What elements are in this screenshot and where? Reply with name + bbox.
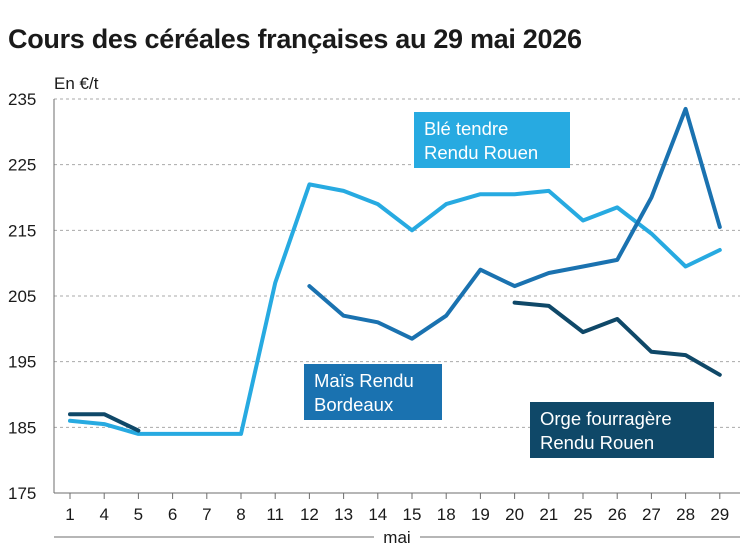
x-tick-label: 27 (642, 505, 661, 524)
x-tick-label: 20 (505, 505, 524, 524)
chart-title: Cours des céréales françaises au 29 mai … (8, 24, 582, 54)
series-line-1 (307, 106, 722, 341)
x-tick-label: 18 (437, 505, 456, 524)
x-tick-label: 12 (300, 505, 319, 524)
series-label-2: Orge fourragère Rendu Rouen (530, 402, 714, 458)
x-tick-label: 11 (266, 505, 284, 524)
series-lines (68, 106, 722, 436)
series-line-2 (68, 300, 722, 433)
x-tick-label: 6 (168, 505, 177, 524)
x-tick-label: 19 (471, 505, 490, 524)
y-tick-label: 175 (8, 484, 36, 503)
series-label-text: Maïs Rendu (314, 370, 414, 391)
x-tick-label: 21 (539, 505, 558, 524)
x-tick-label: 1 (65, 505, 74, 524)
gridlines (54, 98, 740, 428)
x-axis-ticks: 1 4 5 6 7 8 11 12 13 14 15 18 19 20 21 25 26 27 28 29 (65, 493, 729, 524)
series-labels: Blé tendre Rendu Rouen Maïs Rendu Bordeaux O… (304, 112, 714, 458)
series-label-text: Blé tendre (424, 118, 508, 139)
x-tick-label: 29 (710, 505, 729, 524)
y-tick-label: 205 (8, 287, 36, 306)
series-label-text: Bordeaux (314, 394, 394, 415)
y-tick-label: 215 (8, 221, 36, 240)
series-line-0 (68, 182, 722, 436)
y-tick-label: 185 (8, 418, 36, 437)
series-label-text: Rendu Rouen (424, 142, 538, 163)
y-tick-label: 195 (8, 353, 36, 372)
y-tick-label: 225 (8, 156, 36, 175)
x-tick-label: 5 (134, 505, 143, 524)
y-axis-unit-label: En €/t (54, 74, 99, 93)
series-label-1: Maïs Rendu Bordeaux (304, 364, 442, 420)
y-axis-ticks: 175 185 195 205 215 225 235 (8, 90, 36, 503)
x-tick-label: 15 (403, 505, 422, 524)
x-tick-label: 13 (334, 505, 353, 524)
series-label-box (530, 402, 714, 458)
series-label-text: Rendu Rouen (540, 432, 654, 453)
series-label-text: Orge fourragère (540, 408, 672, 429)
y-tick-label: 235 (8, 90, 36, 109)
x-tick-label: 8 (236, 505, 245, 524)
x-tick-label: 28 (676, 505, 695, 524)
month-axis-label: mai (54, 528, 740, 547)
series-label-box (414, 112, 570, 168)
x-tick-label: 26 (608, 505, 627, 524)
x-tick-label: 4 (99, 505, 108, 524)
month-label: mai (383, 528, 410, 547)
series-label-0: Blé tendre Rendu Rouen (414, 112, 570, 168)
x-tick-label: 25 (574, 505, 593, 524)
series-label-box (304, 364, 442, 420)
x-tick-label: 7 (202, 505, 211, 524)
x-tick-label: 14 (368, 505, 387, 524)
